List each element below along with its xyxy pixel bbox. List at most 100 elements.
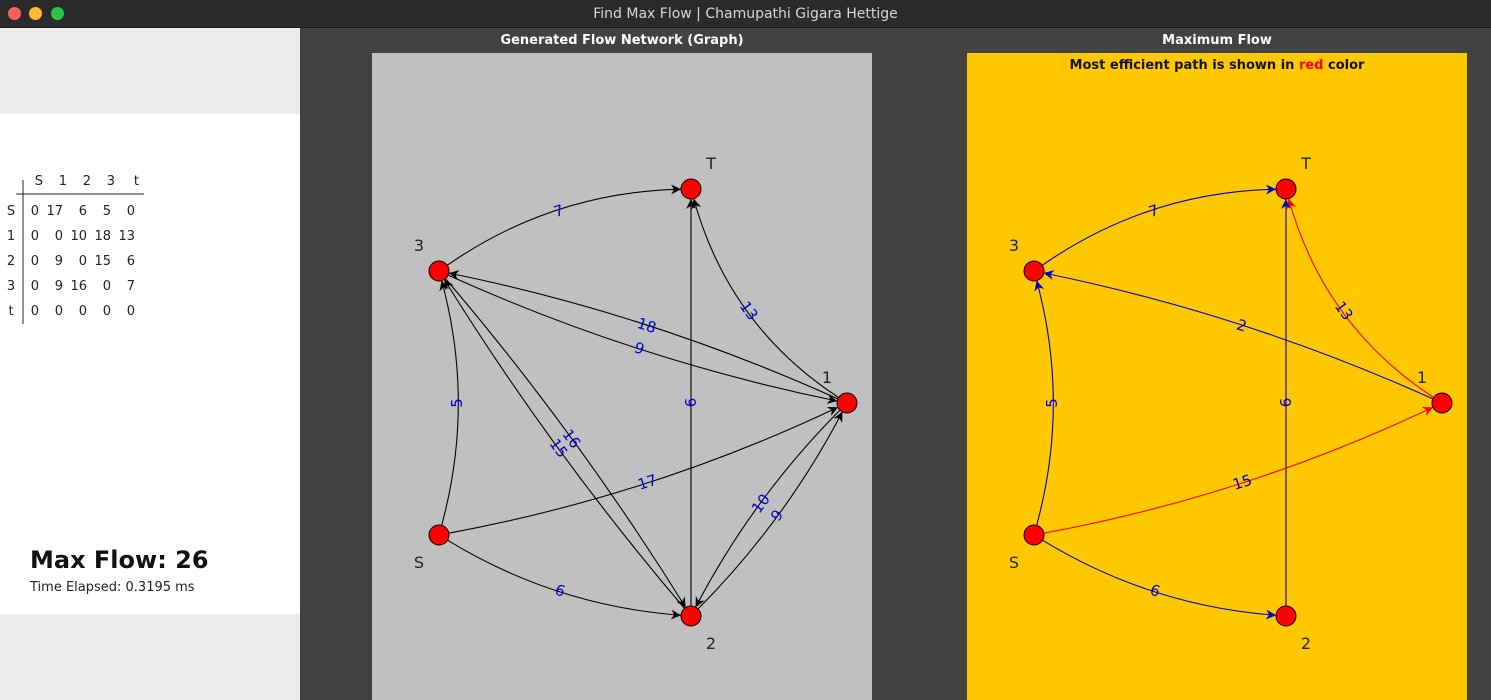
matrix-col-header: 2 bbox=[82, 174, 91, 189]
matrix-row-header: t bbox=[8, 304, 14, 319]
edge-capacity-label: 17 bbox=[635, 471, 659, 494]
matrix-row-header: S bbox=[6, 204, 16, 219]
node-1[interactable] bbox=[836, 392, 858, 414]
matrix-cell: 6 bbox=[78, 204, 87, 219]
matrix-cell: 0 bbox=[30, 204, 39, 219]
edge-capacity-label: 6 bbox=[1148, 581, 1163, 601]
matrix-grid-lines bbox=[16, 180, 144, 324]
edge-3-T bbox=[446, 184, 682, 266]
matrix-cell: 6 bbox=[126, 254, 135, 269]
edge-capacity-label: 9 bbox=[767, 506, 787, 524]
max-flow-result: Max Flow: 26 bbox=[30, 546, 209, 574]
max-flow-graph: Most efficient path is shown in red colo… bbox=[967, 53, 1467, 700]
node-S[interactable] bbox=[1023, 524, 1045, 546]
matrix-cell: 0 bbox=[126, 204, 135, 219]
node-2[interactable] bbox=[680, 605, 702, 627]
matrix-row-header: 3 bbox=[6, 279, 16, 294]
edge-1-3 bbox=[1043, 270, 1434, 400]
matrix-col-header: S bbox=[34, 174, 43, 189]
zoom-window-button[interactable] bbox=[51, 7, 64, 20]
edge-capacity-label: 2 bbox=[1234, 316, 1249, 336]
edge-capacity-label: 7 bbox=[1146, 201, 1161, 221]
edge-S-3 bbox=[1034, 280, 1054, 526]
results-panel: S 1 2 3 t S 0 17 6 5 0 1 0 0 10 18 13 2 … bbox=[0, 114, 300, 614]
matrix-row-header: 2 bbox=[6, 254, 16, 269]
graph-panel-title: Generated Flow Network (Graph) bbox=[500, 33, 744, 48]
node-2[interactable] bbox=[1275, 605, 1297, 627]
node-3[interactable] bbox=[1023, 260, 1045, 282]
edge-capacity-label: 15 bbox=[1230, 471, 1254, 494]
edge-S-3 bbox=[439, 280, 459, 526]
node-3[interactable] bbox=[428, 260, 450, 282]
edge-3-T bbox=[1041, 184, 1277, 266]
left-sidebar: S 1 2 3 t S 0 17 6 5 0 1 0 0 10 18 13 2 … bbox=[0, 28, 300, 700]
node-label: T bbox=[705, 154, 716, 173]
edge-capacity-label: 6 bbox=[553, 581, 568, 601]
matrix-cell: 0 bbox=[30, 304, 39, 319]
edge-3-1 bbox=[447, 274, 838, 404]
edge-capacity-label: 6 bbox=[1277, 398, 1295, 408]
edge-capacity-label: 5 bbox=[1043, 398, 1061, 408]
matrix-cell: 17 bbox=[46, 204, 63, 219]
note-red-word: red bbox=[1298, 58, 1324, 73]
edge-capacity-label: 7 bbox=[551, 201, 566, 221]
edge-1-2 bbox=[695, 409, 841, 608]
edge-1-3 bbox=[448, 270, 839, 400]
matrix-cell: 15 bbox=[94, 254, 111, 269]
node-label: 2 bbox=[1301, 634, 1311, 653]
edge-3-2 bbox=[445, 278, 687, 608]
matrix-cell: 0 bbox=[102, 304, 111, 319]
edge-S-2 bbox=[1042, 539, 1277, 620]
matrix-cell: 0 bbox=[78, 254, 87, 269]
matrix-cell: 10 bbox=[70, 229, 87, 244]
edge-1-T bbox=[691, 198, 839, 398]
node-label: 1 bbox=[1417, 368, 1427, 387]
edge-2-3 bbox=[443, 279, 685, 609]
matrix-col-header: t bbox=[133, 174, 139, 189]
edge-S-1 bbox=[1043, 406, 1434, 534]
node-label: 1 bbox=[822, 368, 832, 387]
node-label: S bbox=[1009, 553, 1019, 572]
matrix-cell: 18 bbox=[94, 229, 111, 244]
node-S[interactable] bbox=[428, 524, 450, 546]
matrix-cell: 13 bbox=[118, 229, 135, 244]
matrix-cell: 0 bbox=[78, 304, 87, 319]
matrix-cell: 0 bbox=[54, 229, 63, 244]
matrix-cell: 0 bbox=[54, 304, 63, 319]
matrix-cell: 0 bbox=[30, 254, 39, 269]
edge-S-2 bbox=[447, 539, 682, 620]
matrix-cell: 0 bbox=[126, 304, 135, 319]
edge-capacity-label: 5 bbox=[448, 398, 466, 408]
node-label: 2 bbox=[706, 634, 716, 653]
edge-1-T bbox=[1286, 198, 1434, 398]
edge-2-1 bbox=[697, 411, 843, 610]
node-T[interactable] bbox=[1275, 178, 1297, 200]
matrix-cell: 0 bbox=[30, 229, 39, 244]
node-label: 3 bbox=[1009, 236, 1019, 255]
matrix-col-header: 1 bbox=[58, 174, 67, 189]
matrix-cell: 7 bbox=[126, 279, 135, 294]
flow-panel-title: Maximum Flow bbox=[1162, 33, 1272, 48]
matrix-cell: 9 bbox=[54, 254, 63, 269]
node-T[interactable] bbox=[680, 178, 702, 200]
window-title: Find Max Flow | Chamupathi Gigara Hettig… bbox=[593, 6, 898, 22]
edge-capacity-label: 6 bbox=[682, 398, 700, 408]
note-prefix: Most efficient path is shown in bbox=[1069, 58, 1299, 73]
edge-S-1 bbox=[448, 406, 839, 534]
window-titlebar: Find Max Flow | Chamupathi Gigara Hettig… bbox=[0, 0, 1491, 28]
node-label: T bbox=[1300, 154, 1311, 173]
edge-capacity-label: 9 bbox=[632, 338, 647, 358]
node-1[interactable] bbox=[1431, 392, 1453, 414]
matrix-row-header: 1 bbox=[6, 229, 16, 244]
flow-network-graph: 7 13 18 6 9 5 15 17 16 10 9 6 S 1 2 3 T bbox=[372, 53, 872, 700]
minimize-window-button[interactable] bbox=[29, 7, 42, 20]
node-label: S bbox=[414, 553, 424, 572]
note-suffix: color bbox=[1323, 58, 1365, 73]
matrix-cell: 0 bbox=[30, 279, 39, 294]
close-window-button[interactable] bbox=[8, 7, 21, 20]
matrix-cell: 9 bbox=[54, 279, 63, 294]
matrix-col-header: 3 bbox=[106, 174, 115, 189]
matrix-cell: 0 bbox=[102, 279, 111, 294]
